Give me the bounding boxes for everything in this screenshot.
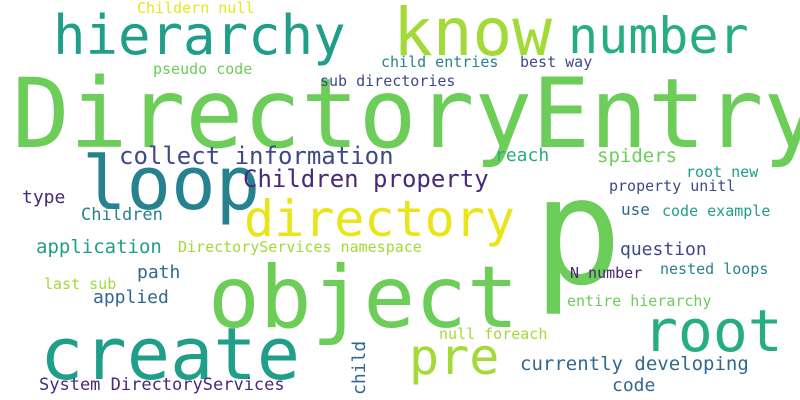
word-applied: applied — [93, 287, 169, 308]
word-root: root — [643, 297, 783, 365]
word-type: type — [22, 187, 66, 208]
word-use: use — [621, 200, 650, 219]
word-application: application — [36, 236, 162, 258]
word-p: p — [533, 146, 623, 318]
word-sub-directories: sub directories — [320, 72, 456, 90]
word-hierarchy: hierarchy — [53, 4, 346, 67]
word-entire-hierarchy: entire hierarchy — [567, 292, 712, 310]
word-children-property: Children property — [243, 165, 489, 193]
word-pseudo-code: pseudo code — [153, 60, 253, 78]
word-collect-information: collect information — [119, 142, 394, 170]
word-code: code — [612, 375, 656, 396]
word-path: path — [137, 262, 181, 283]
word-directoryservices-namespace: DirectoryServices namespace — [178, 238, 422, 256]
word-root-new: root new — [686, 163, 759, 181]
word-last-sub: last sub — [44, 275, 117, 293]
word-create: create — [40, 312, 301, 396]
word-loop: loop — [82, 141, 261, 227]
word-child-entries: child entries — [381, 53, 499, 71]
word-nested-loops: nested loops — [660, 260, 769, 278]
word-currently-developing: currently developing — [520, 353, 749, 375]
word-children: Children — [81, 205, 163, 225]
word-childern-null: Childern null — [137, 0, 255, 17]
word-n-number: N number — [570, 264, 643, 282]
word-question: question — [620, 239, 707, 260]
word-number: number — [568, 7, 749, 65]
word-property-unitl: property unitl — [609, 177, 736, 195]
word-spiders: spiders — [597, 145, 678, 167]
word-null-foreach: null foreach — [439, 325, 548, 343]
word-reach: reach — [495, 145, 550, 166]
word-object: object — [208, 248, 519, 348]
word-directoryentry: DirectoryEntry — [12, 58, 800, 170]
word-system-directoryservices: System DirectoryServices — [39, 375, 285, 395]
word-know: know — [393, 0, 552, 71]
word-best-way: best way — [520, 53, 593, 71]
word-directory: directory — [244, 190, 515, 248]
word-code-example: code example — [662, 202, 771, 220]
word-pre: pre — [409, 328, 500, 386]
word-child: child — [349, 340, 370, 395]
